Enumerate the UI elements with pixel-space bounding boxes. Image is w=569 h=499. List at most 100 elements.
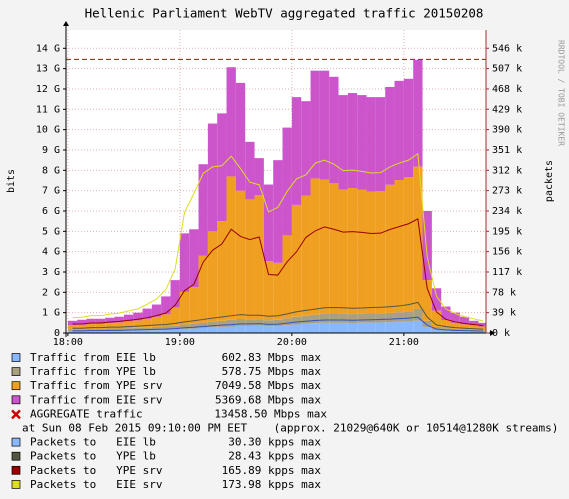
area-segment — [226, 67, 236, 177]
area-segment — [282, 235, 292, 319]
area-segment — [114, 316, 124, 323]
legend-label: AGGREGATE traffic — [30, 407, 143, 420]
area-segment — [217, 113, 227, 222]
area-segment — [403, 78, 414, 178]
area-segment — [151, 326, 162, 331]
area-segment — [217, 320, 227, 327]
area-segment — [291, 204, 302, 317]
area-segment — [441, 328, 451, 331]
legend-max: 30.30 kpps max — [228, 436, 321, 449]
area-segment — [319, 313, 330, 323]
legend-label: Traffic from YPE srv — [30, 379, 163, 392]
area-segment — [67, 325, 78, 330]
legend-max: 5369.68 Mbps max — [215, 393, 321, 406]
area-segment — [422, 326, 432, 333]
area-segment — [245, 319, 255, 326]
y2-tick-label: 156 k — [492, 247, 522, 258]
area-segment — [133, 330, 143, 333]
legend-label: Packets to YPE srv — [30, 464, 163, 477]
area-segment — [198, 255, 208, 323]
y-tick-label: 12 G — [36, 84, 60, 95]
area-segment — [441, 330, 451, 333]
area-segment — [357, 189, 367, 314]
area-segment — [217, 326, 227, 333]
area-segment — [301, 101, 311, 196]
area-segment — [301, 323, 311, 333]
area-segment — [385, 322, 395, 333]
area-segment — [170, 325, 180, 330]
area-segment — [375, 97, 386, 192]
area-segment — [67, 331, 78, 333]
area-segment — [142, 318, 152, 328]
axes: 0 1 G 2 G 3 G 4 G 5 G 6 G 7 G 8 G 9 G 10 G 11 G 12 G… — [36, 21, 522, 348]
y2-tick-label: 351 k — [492, 145, 522, 156]
legend-marker — [11, 409, 21, 420]
legend-max: 173.98 kpps max — [222, 478, 322, 491]
area-segment — [310, 70, 320, 179]
area-segment — [226, 319, 236, 327]
area-segment — [459, 324, 470, 330]
y2-tick-label: 546 k — [492, 43, 522, 54]
area-segment — [77, 319, 87, 325]
area-segment — [77, 324, 87, 330]
legend-swatch — [11, 353, 21, 362]
area-segment — [86, 323, 96, 329]
area-segment — [161, 329, 171, 333]
area-segment — [366, 313, 376, 323]
area-segment — [263, 320, 274, 327]
area-segment — [161, 326, 171, 330]
area-segment — [95, 323, 106, 329]
area-segment — [254, 325, 264, 333]
area-segment — [95, 318, 106, 324]
y-tick-label: 5 G — [42, 226, 60, 237]
area-segment — [198, 327, 208, 333]
area-segment — [86, 331, 96, 333]
area-segment — [170, 280, 180, 308]
area-segment — [413, 59, 423, 167]
area-segment — [133, 327, 143, 331]
y2-axis-label: packets — [544, 160, 555, 202]
area-segment — [375, 191, 386, 314]
area-segment — [338, 189, 348, 314]
y-axis-arrow — [63, 21, 69, 26]
area-segment — [273, 262, 283, 320]
legend-max: 13458.50 Mbps max — [214, 407, 327, 420]
area-segment — [394, 180, 404, 313]
area-segment — [254, 158, 264, 196]
area-segment — [385, 184, 395, 313]
area-segment — [170, 329, 180, 333]
area-segment — [95, 328, 106, 332]
lines — [66, 58, 486, 332]
area-segment — [403, 311, 414, 322]
x-tick-label: 20:00 — [277, 337, 307, 348]
legend: Traffic from EIE lb 602.83 Mbps max Traffi… — [11, 351, 558, 491]
area-segment — [459, 331, 470, 333]
area-segment — [329, 322, 339, 333]
area-segment — [329, 76, 339, 184]
area-segment — [179, 328, 190, 333]
area-segment — [357, 322, 367, 333]
area-segment — [366, 97, 376, 192]
x-tick-label: 21:00 — [389, 337, 419, 348]
y-tick-label: 10 G — [36, 125, 60, 136]
legend-label: Traffic from EIE lb — [30, 351, 156, 364]
area-segment — [338, 95, 348, 190]
area-segment — [161, 296, 171, 315]
area-segment — [431, 310, 442, 327]
area-segment — [189, 328, 199, 333]
area-segment — [469, 320, 479, 326]
area-segment — [478, 322, 486, 327]
y-tick-label: 0 — [54, 328, 60, 339]
y-tick-label: 7 G — [42, 186, 60, 197]
area-segment — [450, 330, 460, 333]
legend-swatch — [11, 480, 21, 489]
area-segment — [133, 312, 143, 321]
area-segment — [263, 326, 274, 333]
area-segment — [189, 229, 199, 288]
area-segment — [67, 320, 78, 326]
y-tick-label: 2 G — [42, 287, 60, 298]
legend-label: Traffic from EIE srv — [30, 393, 163, 406]
area-segment — [478, 331, 486, 333]
area-segment — [301, 315, 311, 324]
legend-max: 602.83 Mbps max — [222, 351, 322, 364]
